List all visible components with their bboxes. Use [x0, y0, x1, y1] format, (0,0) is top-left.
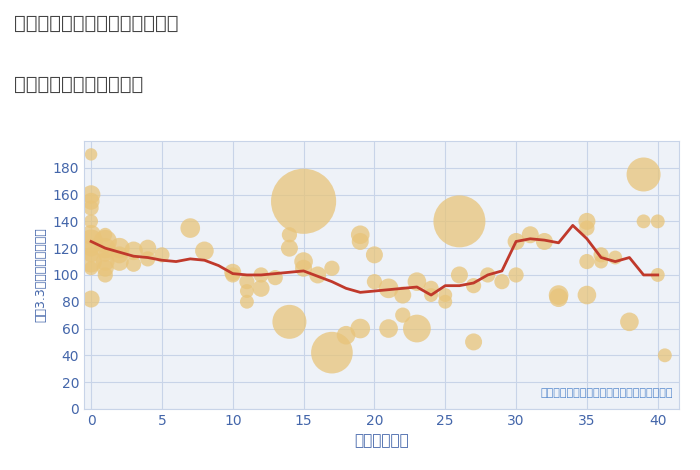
Point: [128, 260, 139, 268]
Point: [114, 251, 125, 258]
Point: [114, 258, 125, 265]
Point: [128, 247, 139, 255]
Point: [510, 271, 522, 279]
Point: [369, 278, 380, 285]
Point: [99, 271, 111, 279]
Point: [298, 265, 309, 272]
Point: [525, 231, 536, 239]
Point: [638, 218, 649, 225]
Point: [227, 268, 238, 276]
Point: [85, 265, 97, 272]
Point: [482, 271, 493, 279]
Point: [199, 247, 210, 255]
Point: [581, 291, 592, 299]
Point: [553, 294, 564, 301]
Point: [383, 284, 394, 292]
Point: [85, 251, 97, 258]
Point: [553, 291, 564, 299]
Point: [581, 258, 592, 265]
Point: [659, 352, 671, 359]
Point: [85, 244, 97, 252]
Point: [326, 349, 337, 356]
Point: [256, 271, 267, 279]
Point: [85, 191, 97, 198]
Point: [510, 238, 522, 245]
Point: [227, 271, 238, 279]
Point: [284, 231, 295, 239]
Point: [85, 231, 97, 239]
Point: [312, 271, 323, 279]
Point: [85, 218, 97, 225]
Point: [412, 325, 423, 332]
Point: [85, 238, 97, 245]
Point: [426, 284, 437, 292]
Point: [539, 238, 550, 245]
Point: [298, 197, 309, 205]
Point: [114, 244, 125, 252]
Point: [624, 318, 635, 326]
Y-axis label: 坪（3.3㎡）単価（万円）: 坪（3.3㎡）単価（万円）: [34, 227, 47, 322]
Point: [241, 287, 253, 295]
Point: [596, 251, 607, 258]
Point: [412, 278, 423, 285]
Point: [610, 254, 621, 261]
Point: [142, 255, 153, 263]
Point: [85, 258, 97, 265]
Point: [99, 244, 111, 252]
Text: 円の大きさは、取引のあった物件面積を示す: 円の大きさは、取引のあった物件面積を示す: [540, 388, 673, 398]
Point: [355, 325, 366, 332]
X-axis label: 築年数（年）: 築年数（年）: [354, 433, 409, 448]
Point: [99, 251, 111, 258]
Text: 築年数別中古戸建て価格: 築年数別中古戸建て価格: [14, 75, 144, 94]
Point: [454, 271, 465, 279]
Point: [496, 278, 507, 285]
Point: [85, 204, 97, 212]
Point: [638, 171, 649, 178]
Point: [99, 258, 111, 265]
Point: [652, 218, 664, 225]
Point: [440, 291, 451, 299]
Point: [241, 278, 253, 285]
Point: [426, 291, 437, 299]
Point: [284, 244, 295, 252]
Point: [156, 251, 167, 258]
Point: [369, 251, 380, 258]
Point: [355, 238, 366, 245]
Point: [270, 274, 281, 282]
Point: [652, 271, 664, 279]
Point: [454, 218, 465, 225]
Point: [284, 318, 295, 326]
Point: [256, 284, 267, 292]
Point: [85, 197, 97, 205]
Point: [397, 311, 408, 319]
Point: [397, 291, 408, 299]
Point: [241, 298, 253, 306]
Point: [99, 265, 111, 272]
Text: 神奈川県横浜市港南区下永谷の: 神奈川県横浜市港南区下永谷の: [14, 14, 178, 33]
Point: [85, 150, 97, 158]
Point: [185, 224, 196, 232]
Point: [85, 295, 97, 303]
Point: [468, 338, 480, 346]
Point: [142, 244, 153, 252]
Point: [383, 325, 394, 332]
Point: [340, 331, 351, 339]
Point: [468, 282, 480, 290]
Point: [326, 265, 337, 272]
Point: [581, 218, 592, 225]
Point: [596, 258, 607, 265]
Point: [298, 258, 309, 265]
Point: [355, 231, 366, 239]
Point: [581, 224, 592, 232]
Point: [99, 231, 111, 239]
Point: [440, 298, 451, 306]
Point: [99, 238, 111, 245]
